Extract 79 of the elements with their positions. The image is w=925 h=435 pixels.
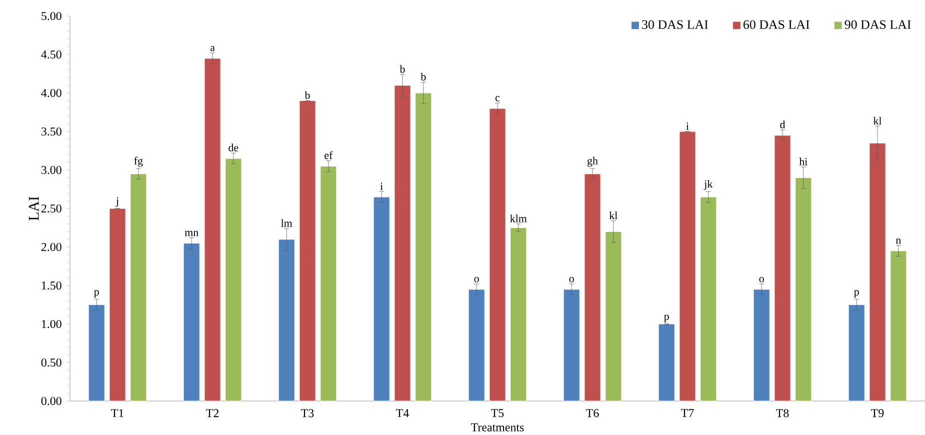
annotation: j: [116, 197, 118, 207]
bar: [130, 174, 147, 402]
annotation: a: [210, 46, 215, 52]
annotation: p: [854, 290, 859, 298]
bar: [774, 135, 791, 402]
bar: [700, 196, 717, 402]
bar: [394, 85, 411, 402]
bar: [848, 304, 865, 402]
bar: [109, 208, 126, 402]
bar: [658, 324, 675, 402]
bar: [890, 250, 907, 402]
x-tick-label: T2: [206, 409, 218, 418]
y-tick-label: 1.50: [42, 281, 62, 290]
bar: [584, 174, 601, 402]
bar: [795, 177, 812, 402]
bar: [278, 239, 295, 402]
annotation: n: [896, 238, 901, 244]
legend-label: 90 DAS LAI: [844, 20, 911, 29]
y-tick-label: 3.00: [41, 166, 62, 174]
y-tick-label: 1.00: [42, 320, 62, 328]
annotation: kl: [873, 116, 882, 124]
annotation: b: [400, 65, 405, 73]
bar: [563, 289, 580, 402]
annotation: de: [228, 144, 238, 152]
annotation: p: [94, 290, 99, 298]
bar: [605, 231, 622, 402]
annotation: i: [380, 182, 383, 190]
bar: [204, 58, 221, 402]
bar: [510, 227, 527, 402]
y-axis-title: LAI: [28, 196, 39, 221]
y-tick-label: 0.50: [41, 358, 62, 367]
annotation: lm: [281, 219, 292, 227]
y-tick-label: 0.00: [41, 396, 62, 406]
annotation: p: [664, 314, 669, 322]
annotation: fg: [134, 156, 143, 167]
annotation: i: [686, 122, 689, 130]
bar: [679, 131, 696, 402]
x-tick-label: T4: [396, 409, 409, 418]
annotation: o: [569, 277, 574, 282]
legend-label: 60 DAS LAI: [744, 20, 810, 29]
bar: [468, 289, 485, 402]
x-tick-label: T9: [871, 409, 884, 418]
legend-label: 30 DAS LAI: [642, 20, 708, 29]
bar: [88, 304, 105, 402]
annotation: d: [780, 120, 786, 128]
bar: [753, 289, 770, 402]
y-tick-label: 2.50: [41, 204, 62, 213]
x-tick-label: T5: [491, 409, 504, 418]
x-tick-label: T1: [111, 409, 124, 418]
bar: [299, 100, 316, 402]
annotation: b: [420, 72, 426, 81]
y-tick-label: 2.00: [41, 242, 62, 252]
annotation: klm: [510, 214, 527, 222]
annotation: kl: [609, 212, 618, 220]
annotation: ef: [324, 151, 333, 160]
x-tick-label: T8: [776, 409, 789, 418]
annotation: mn: [184, 230, 198, 236]
annotation: gh: [587, 156, 598, 167]
annotation: b: [304, 91, 310, 100]
x-tick-label: T7: [681, 409, 694, 417]
bar: [183, 242, 200, 402]
bar: [489, 108, 506, 402]
y-tick-label: 4.00: [41, 88, 62, 98]
x-tick-label: T3: [301, 409, 314, 418]
x-tick-label: T6: [586, 409, 599, 418]
bar: [415, 92, 432, 402]
bar: [320, 166, 337, 402]
annotation: o: [759, 277, 764, 282]
bar: [225, 158, 242, 402]
annotation: o: [474, 277, 479, 282]
y-tick-label: 5.00: [42, 12, 62, 20]
annotation: hi: [799, 158, 808, 166]
y-tick-label: 3.50: [41, 127, 62, 136]
x-axis-title: Treatments: [471, 423, 524, 432]
y-tick-label: 4.50: [41, 50, 62, 59]
annotation: jk: [704, 180, 713, 190]
bar: [373, 196, 390, 402]
bar: [869, 142, 886, 402]
annotation: c: [495, 96, 500, 102]
